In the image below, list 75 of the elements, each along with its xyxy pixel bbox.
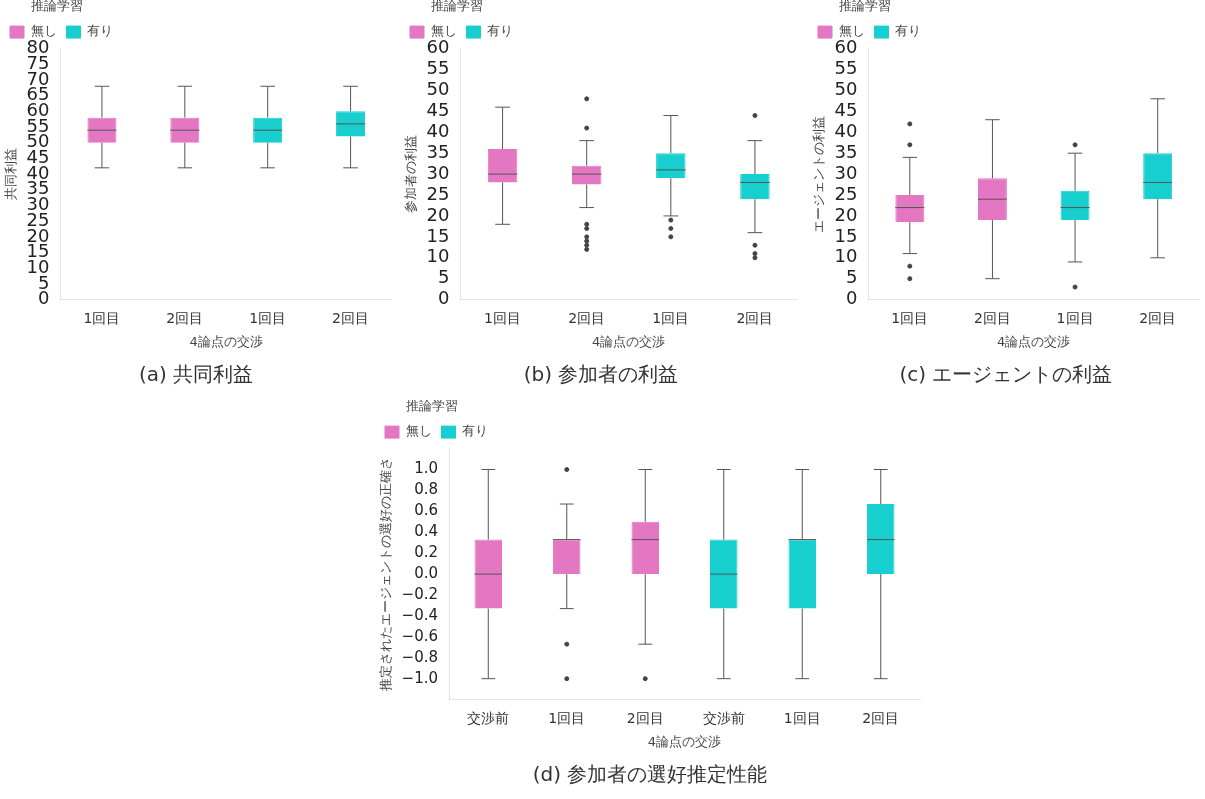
y-tick-label: 10 <box>426 245 450 267</box>
y-tick-label: −0.2 <box>401 584 439 603</box>
legend-label: 無し <box>30 23 57 39</box>
y-tick-label: 15 <box>426 224 450 246</box>
y-tick-label: 40 <box>834 119 858 141</box>
y-axis-title: エージェントの利益 <box>811 115 827 233</box>
y-tick-label: 0.0 <box>414 563 439 582</box>
y-tick-label: 60 <box>426 36 450 58</box>
x-tick-label: 1回目 <box>891 309 929 326</box>
x-tick-label: 2回目 <box>332 309 370 326</box>
y-tick-label: 35 <box>426 140 450 162</box>
text: (c) エージェントの利益 <box>899 362 1113 387</box>
y-tick-label: 20 <box>834 203 858 225</box>
x-tick-label: 1回目 <box>484 309 522 326</box>
legend-label: 無し <box>430 23 457 39</box>
y-tick-label: 50 <box>426 78 450 100</box>
legend-label: 有り <box>487 23 513 39</box>
y-tick-label: 0 <box>438 287 450 309</box>
legend-label: 無し <box>838 23 865 39</box>
y-tick-label: 0.4 <box>414 522 439 541</box>
y-tick-label: 0.6 <box>414 501 439 520</box>
y-tick-label: 45 <box>834 99 858 121</box>
x-axis-title: 4論点の交渉 <box>592 333 666 349</box>
y-tick-label: 1.0 <box>414 459 439 478</box>
x-tick-label: 2回目 <box>973 309 1011 326</box>
x-tick-label: 1回目 <box>548 709 586 726</box>
x-tick-label: 2回目 <box>736 309 774 326</box>
legend-label: 有り <box>895 23 921 39</box>
y-tick-label: 55 <box>426 57 450 79</box>
y-tick-label: 5 <box>846 266 858 288</box>
y-axis-title: 参加者の利益 <box>403 135 419 214</box>
y-tick-label: 0.8 <box>414 480 439 499</box>
legend-label: 有り <box>87 23 113 39</box>
x-tick-label: 2回目 <box>1139 309 1177 326</box>
y-tick-label: −1.0 <box>401 668 439 687</box>
x-tick-label: 2回目 <box>862 709 900 726</box>
y-tick-label: 0.2 <box>414 543 439 562</box>
y-tick-label: 55 <box>834 57 858 79</box>
text: (b) 参加者の利益 <box>523 362 679 387</box>
y-tick-label: 25 <box>834 182 858 204</box>
y-axis-title: 共同利益 <box>3 148 19 201</box>
x-axis-title: 4論点の交渉 <box>189 333 263 349</box>
y-tick-label: 10 <box>834 245 858 267</box>
x-tick-label: 交渉前 <box>467 709 510 726</box>
x-tick-label: 1回目 <box>83 309 121 326</box>
text: (d) 参加者の選好推定性能 <box>532 762 768 787</box>
x-tick-label: 1回目 <box>1056 309 1094 326</box>
y-tick-label: −0.6 <box>401 626 439 645</box>
y-tick-label: 0 <box>846 287 858 309</box>
x-axis-title: 4論点の交渉 <box>997 333 1071 349</box>
y-tick-label: 20 <box>426 203 450 225</box>
y-tick-label: −0.4 <box>401 605 439 624</box>
y-tick-label: 30 <box>834 161 858 183</box>
x-tick-label: 1回目 <box>249 309 287 326</box>
legend-label: 有り <box>462 423 488 439</box>
legend-label: 無し <box>405 423 432 439</box>
x-tick-label: 1回目 <box>783 709 821 726</box>
y-tick-label: 30 <box>426 161 450 183</box>
x-tick-label: 2回目 <box>626 709 664 726</box>
x-axis-title: 4論点の交渉 <box>647 733 722 749</box>
y-tick-label: −0.8 <box>401 647 439 666</box>
y-axis-title: 推定されたエージェントの選好の正確さ <box>378 457 394 692</box>
x-tick-label: 2回目 <box>166 309 204 326</box>
y-tick-label: 50 <box>834 78 858 100</box>
y-tick-label: 60 <box>834 36 858 58</box>
x-tick-label: 1回目 <box>652 309 690 326</box>
text: (a) 共同利益 <box>138 362 254 387</box>
y-tick-label: 45 <box>426 99 450 121</box>
x-tick-label: 2回目 <box>568 309 606 326</box>
y-tick-label: 35 <box>834 140 858 162</box>
y-tick-label: 5 <box>438 266 450 288</box>
y-tick-label: 25 <box>426 182 450 204</box>
x-tick-label: 交渉前 <box>702 709 745 726</box>
y-tick-label: 40 <box>426 119 450 141</box>
y-tick-label: 15 <box>834 224 858 246</box>
